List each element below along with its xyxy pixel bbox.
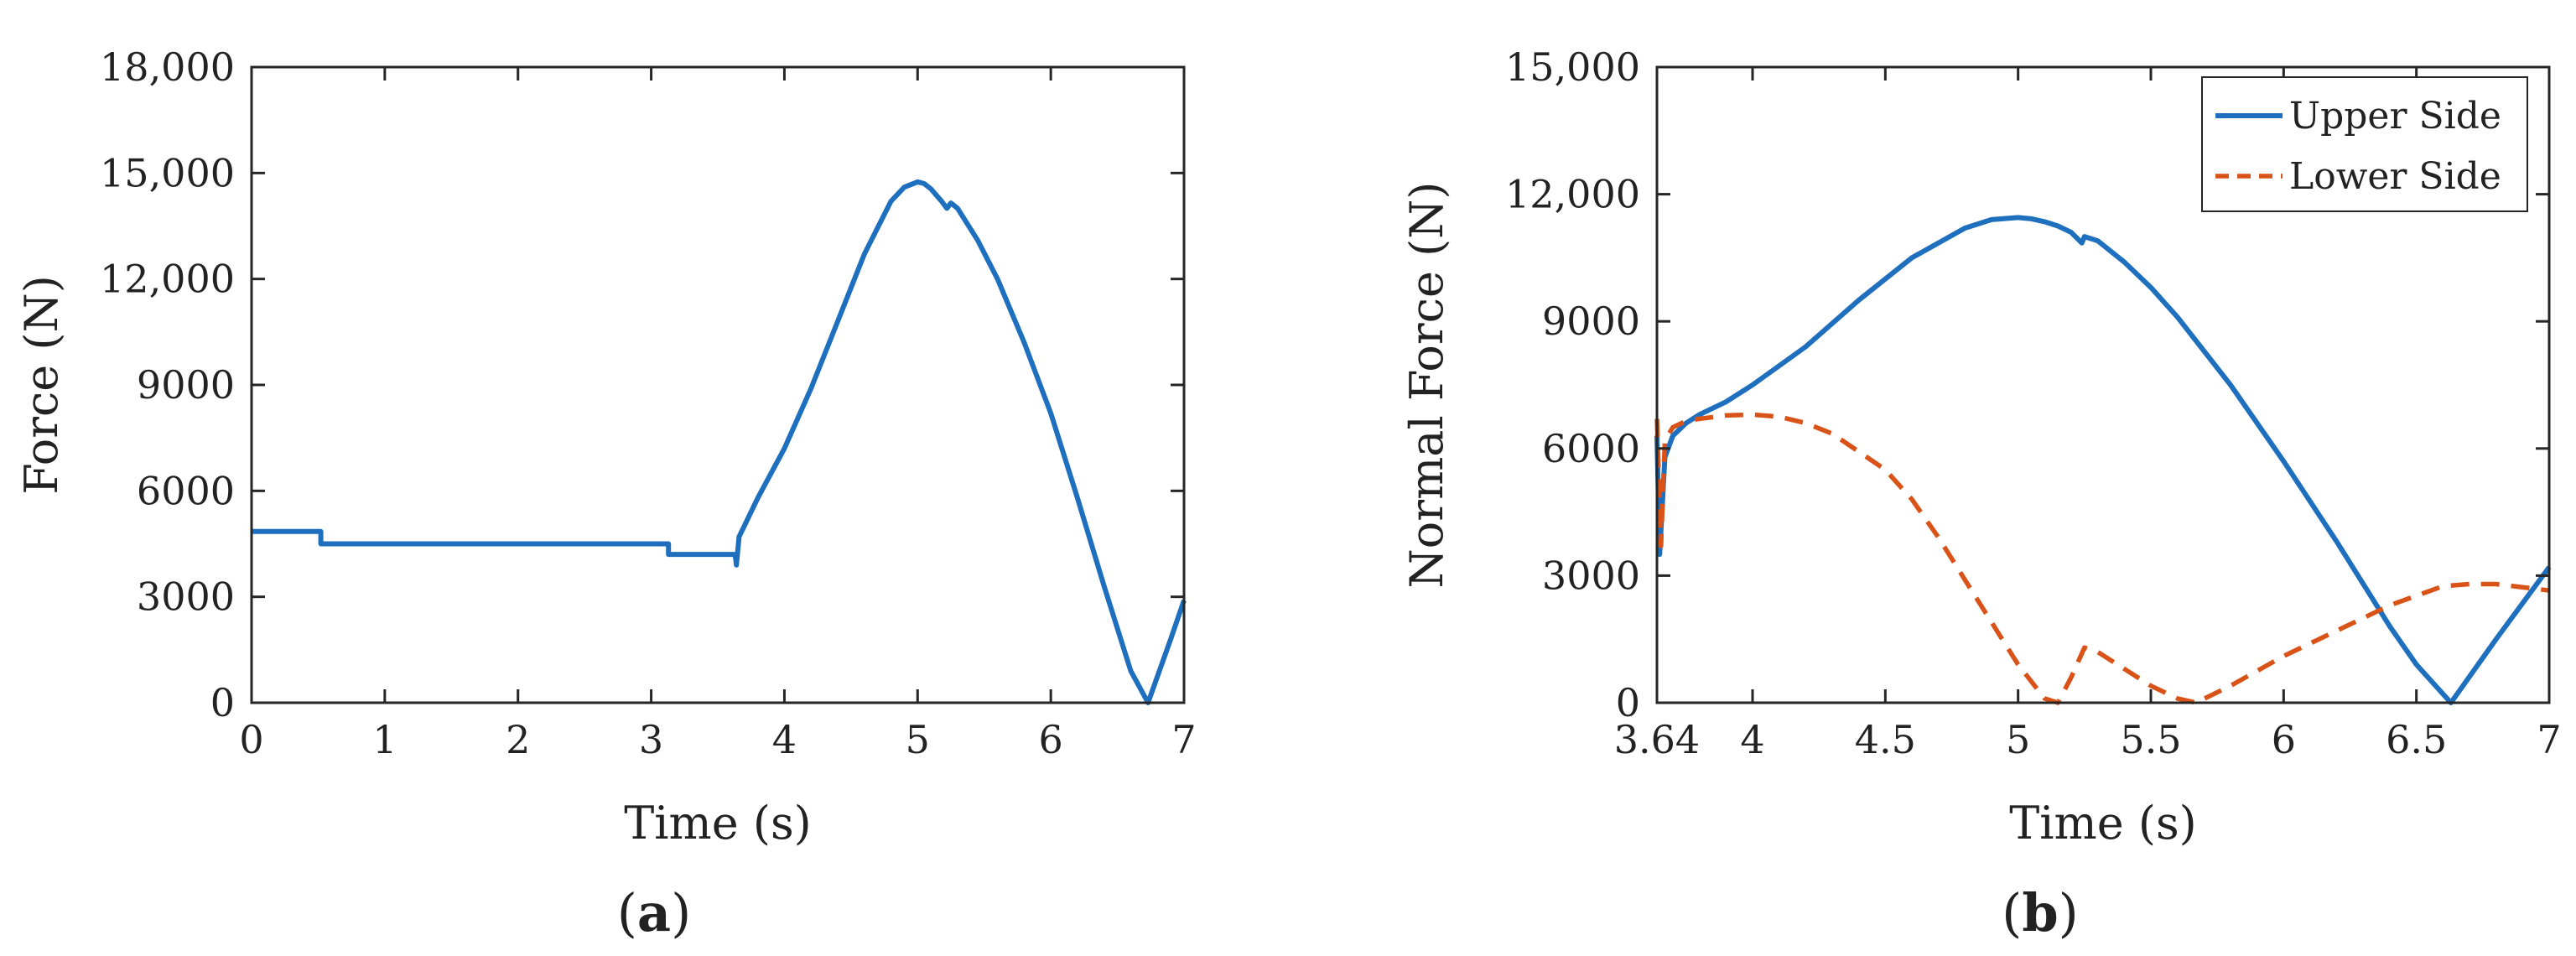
x-tick-label: 5 (2006, 717, 2030, 762)
x-tick-label: 4 (1740, 717, 1764, 762)
x-tick-label: 5 (906, 717, 930, 762)
x-tick-label: 5.5 (2120, 717, 2181, 762)
x-tick-label: 4.5 (1855, 717, 1916, 762)
y-tick-label: 3000 (1542, 553, 1640, 598)
axes-frame (250, 65, 1186, 704)
x-tick-label: 1 (372, 717, 397, 762)
chart-panel-b: 3.64 4 4.5 5 5.5 6 6.5 7 0 3000 6000 9000 12,000 15,0… (1400, 44, 2562, 849)
x-tick-label: 6.5 (2386, 717, 2447, 762)
series-line-1 (252, 179, 1187, 705)
y-tick-label: 15,000 (100, 150, 235, 195)
legend-label-1: Upper Side (2289, 95, 2501, 138)
x-tick-label: 4 (772, 717, 797, 762)
legend-label-2: Lower Side (2289, 155, 2501, 198)
y-tick-label: 6000 (137, 468, 235, 513)
series-line-2 (1654, 412, 2550, 705)
legend-box (2201, 76, 2528, 212)
y-tick-label: 0 (1616, 680, 1640, 725)
y-tick-label: 12,000 (1505, 172, 1640, 217)
x-axis-label: Time (s) (2009, 797, 2196, 849)
y-tick-label: 15,000 (1505, 44, 1640, 90)
x-tick-label: 0 (239, 717, 263, 762)
panel-label-b: (b) (2002, 882, 2079, 943)
x-tick-label: 2 (506, 717, 530, 762)
legend: Upper Side Lower Side (2201, 76, 2528, 212)
y-tick-label: 0 (210, 680, 235, 725)
y-tick-label: 12,000 (100, 257, 235, 302)
x-tick-label: 6 (1039, 717, 1063, 762)
x-axis-label: Time (s) (624, 797, 811, 849)
axes-frame (1655, 65, 2551, 704)
y-tick-label: 3000 (137, 574, 235, 620)
x-tick-label: 3.64 (1614, 717, 1700, 762)
x-tick-label: 3 (639, 717, 663, 762)
y-tick-label: 18,000 (100, 44, 235, 90)
x-tick-label: 6 (2272, 717, 2296, 762)
x-tick-label: 7 (1171, 717, 1196, 762)
panel-label-a: (a) (617, 882, 692, 943)
y-tick-label: 6000 (1542, 426, 1640, 471)
y-tick-label: 9000 (1542, 299, 1640, 344)
y-axis-label: Normal Force (N) (1400, 182, 1453, 589)
y-axis-label: Force (N) (15, 275, 68, 495)
y-tick-label: 9000 (137, 362, 235, 408)
series-line-1 (1654, 215, 2552, 705)
chart-panel-a: 0 1 2 3 4 5 6 7 0 3000 6000 9000 12,000 15,000 18,000 T… (15, 44, 1197, 849)
x-tick-label: 7 (2537, 717, 2561, 762)
